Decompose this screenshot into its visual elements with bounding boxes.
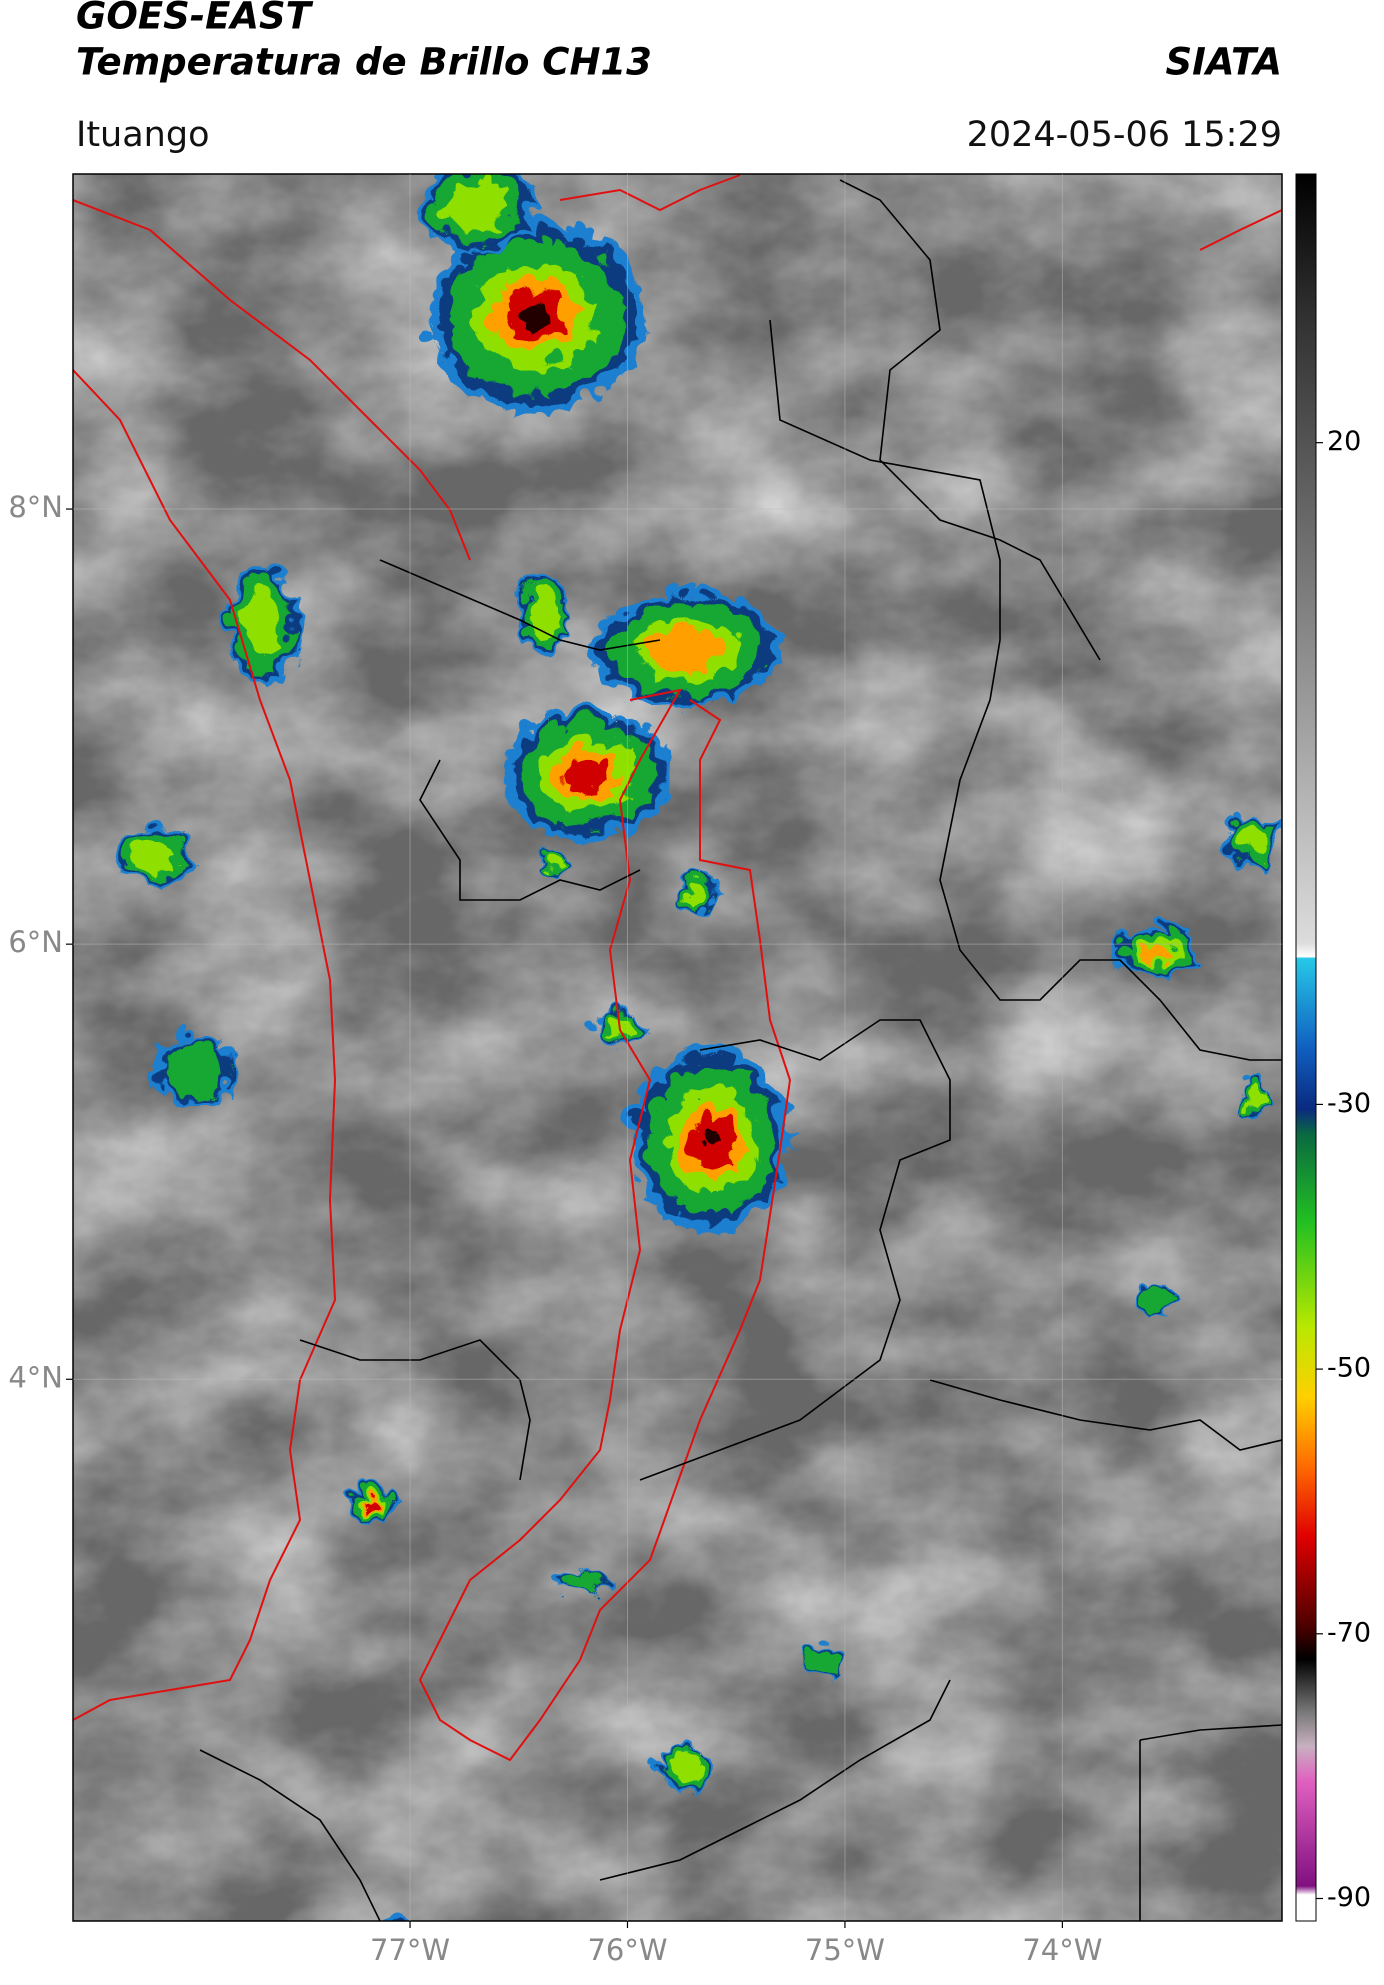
x-tick-label: 75°W — [805, 1933, 885, 1967]
storm-ring — [521, 588, 549, 632]
colorbar-tick-label: -50 — [1327, 1353, 1371, 1384]
storm-ring — [692, 1119, 716, 1145]
storm-ring — [555, 748, 603, 786]
storm-ring — [238, 583, 278, 649]
map-imagery — [73, 174, 1282, 1921]
storm-ring — [157, 1035, 221, 1091]
storm-ring — [1242, 1074, 1258, 1106]
storm-ring — [641, 618, 717, 666]
storm-ring — [357, 1491, 373, 1503]
y-tick-label: 8°N — [8, 490, 63, 524]
storm-ring — [437, 175, 503, 225]
storm-ring — [551, 1565, 599, 1585]
map-frame — [72, 173, 1283, 1922]
storm-ring — [123, 832, 167, 866]
y-tick-label: 6°N — [8, 925, 63, 959]
source: SIATA — [1165, 41, 1282, 84]
storm-ring — [1134, 933, 1168, 953]
storm-ring — [662, 1748, 696, 1774]
x-tick-label: 77°W — [370, 1933, 450, 1967]
storm-ring — [800, 1641, 836, 1667]
coastline-borders — [73, 174, 1282, 1762]
storm-ring — [681, 870, 703, 896]
y-tick-label: 4°N — [8, 1360, 63, 1394]
storm-ring — [536, 848, 554, 862]
admin-borders — [199, 179, 1282, 1921]
colorbar-tick-label: 20 — [1327, 426, 1361, 457]
title: GOES-EAST — [76, 0, 314, 38]
storm-ring — [598, 1008, 626, 1028]
storm-cells — [105, 174, 1275, 1921]
storm-ring — [1129, 1277, 1165, 1303]
timestamp: 2024-05-06 15:29 — [967, 115, 1282, 155]
colorbar-tick-label: -90 — [1327, 1882, 1371, 1913]
x-tick-label: 74°W — [1022, 1933, 1102, 1967]
storm-ring — [512, 296, 544, 324]
colorbar-tick-label: -70 — [1327, 1617, 1371, 1648]
location: Ituango — [76, 115, 210, 155]
colorbar — [1295, 173, 1317, 1922]
colorbar-tick-label: -30 — [1327, 1088, 1371, 1119]
subtitle: Temperatura de Brillo CH13 — [76, 41, 652, 84]
storm-ring — [378, 1917, 412, 1921]
storm-ring — [1228, 820, 1262, 852]
x-tick-label: 76°W — [587, 1933, 667, 1967]
